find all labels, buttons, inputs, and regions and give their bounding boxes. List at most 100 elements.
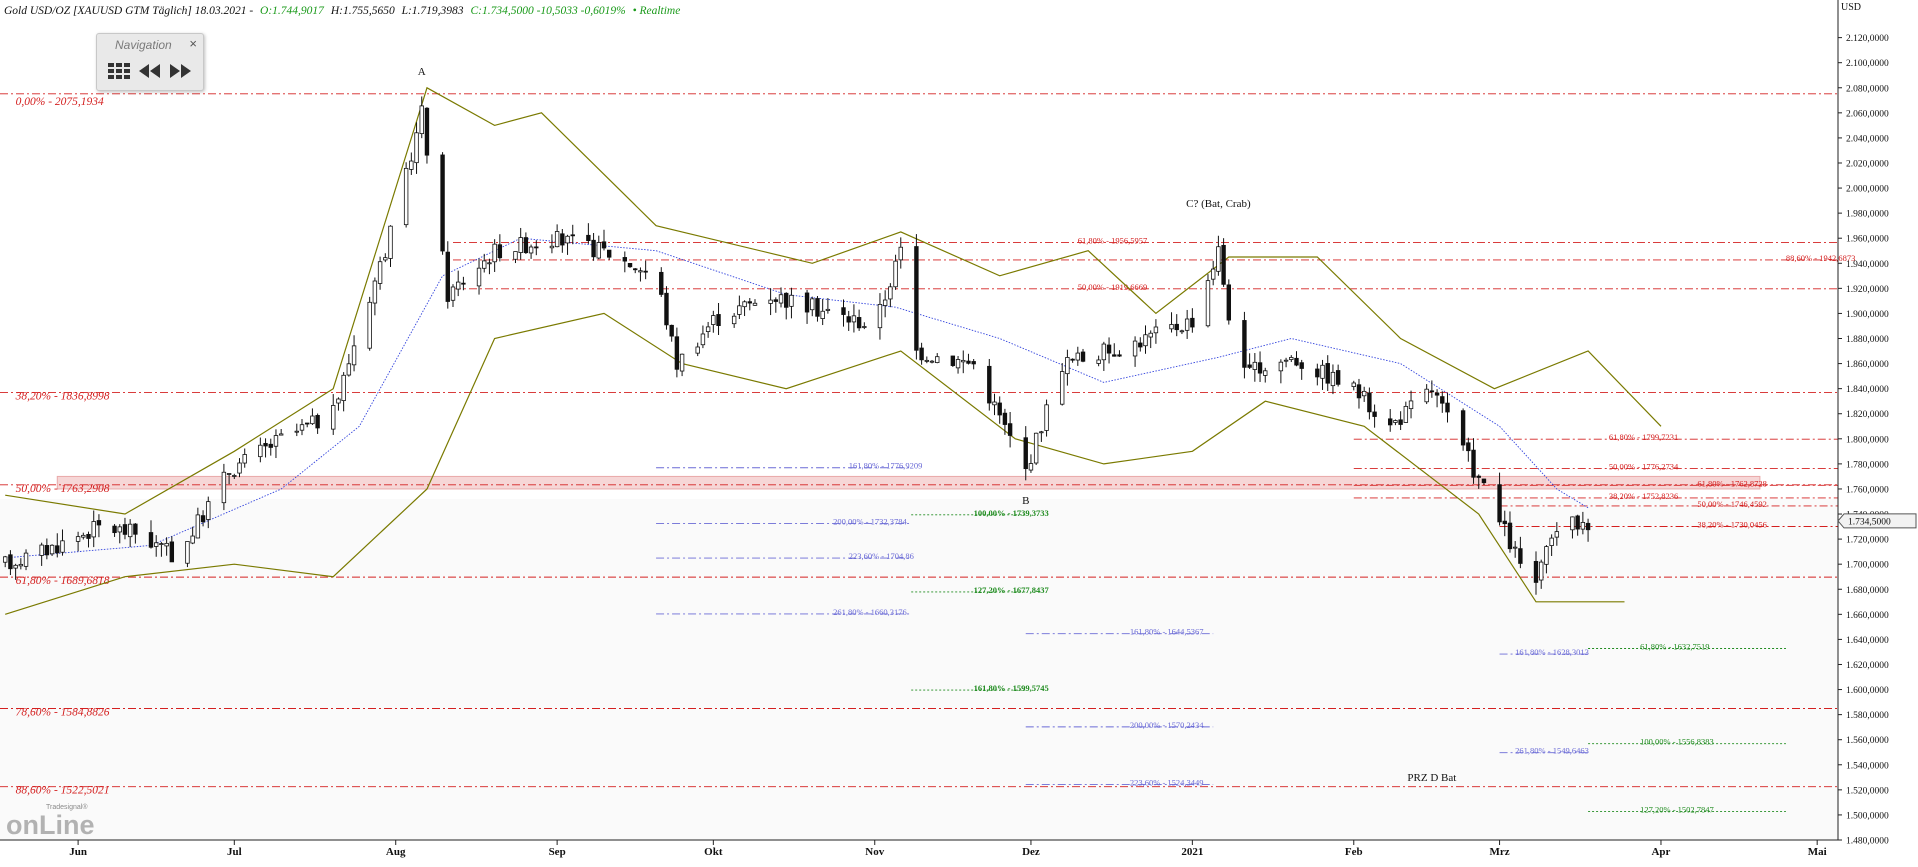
candle-body bbox=[606, 249, 612, 258]
fib-blue-label: 261,80% - 1660,3176 bbox=[833, 607, 907, 617]
candle-body bbox=[674, 336, 680, 370]
candle-body bbox=[1356, 384, 1362, 399]
header-close: C:1.734,5000 -10,5033 -0,6019% bbox=[470, 5, 625, 17]
candle-body bbox=[44, 545, 50, 556]
candle-body bbox=[1153, 326, 1159, 334]
candle-body bbox=[414, 132, 419, 164]
candle-body bbox=[1533, 561, 1539, 583]
candle-body bbox=[1101, 343, 1107, 361]
candle-body bbox=[1570, 516, 1575, 531]
candle-body bbox=[935, 356, 940, 363]
close-icon[interactable]: × bbox=[189, 36, 197, 51]
candle-body bbox=[862, 326, 867, 328]
y-tick-label: 1.620,0000 bbox=[1846, 661, 1889, 671]
x-tick-label: Nov bbox=[865, 846, 884, 858]
candle-body bbox=[1278, 361, 1284, 372]
candle-body bbox=[122, 524, 128, 535]
candle-body bbox=[955, 359, 961, 369]
candle-body bbox=[1445, 402, 1450, 413]
candle-body bbox=[1544, 546, 1549, 565]
candle-body bbox=[372, 280, 378, 304]
candle-body bbox=[825, 308, 831, 311]
candle-body bbox=[815, 298, 820, 317]
candle-body bbox=[1184, 318, 1190, 331]
fib-main-label: 88,60% - 1522,5021 bbox=[16, 785, 110, 797]
candle-body bbox=[39, 544, 44, 556]
candle-body bbox=[924, 359, 930, 362]
candle-body bbox=[773, 299, 779, 302]
candle-body bbox=[351, 345, 357, 366]
candle-body bbox=[258, 444, 263, 458]
candle-body bbox=[523, 237, 529, 254]
x-tick-label: Aug bbox=[386, 846, 406, 858]
candle-body bbox=[841, 307, 846, 315]
fib-red-label: 88,60% - 1942,6873 bbox=[1786, 253, 1855, 263]
candle-body bbox=[1393, 420, 1398, 423]
candle-body bbox=[950, 355, 956, 366]
navigation-panel[interactable]: Navigation × bbox=[96, 33, 204, 91]
candle-body bbox=[23, 552, 29, 567]
candle-body bbox=[716, 314, 721, 327]
candle-body bbox=[409, 160, 414, 170]
y-tick-label: 1.860,0000 bbox=[1846, 360, 1889, 370]
candle-body bbox=[294, 430, 299, 433]
candle-body bbox=[1033, 432, 1039, 464]
candle-body bbox=[1190, 317, 1195, 328]
candle-body bbox=[1039, 431, 1044, 434]
y-tick-label: 1.840,0000 bbox=[1846, 385, 1889, 395]
candle-body bbox=[1096, 359, 1101, 364]
y-tick-label: 1.660,0000 bbox=[1846, 611, 1889, 621]
candle-body bbox=[455, 281, 461, 290]
candle-body bbox=[1080, 351, 1086, 362]
candle-body bbox=[476, 267, 482, 287]
fib-main-label: 78,60% - 1584,8826 bbox=[16, 707, 110, 719]
y-tick-label: 1.580,0000 bbox=[1846, 711, 1889, 721]
y-tick-label: 1.920,0000 bbox=[1846, 285, 1889, 295]
fib-red-label: 50,00% - 1746,4592 bbox=[1697, 499, 1766, 509]
x-tick-label: Apr bbox=[1651, 846, 1670, 858]
lower-shade bbox=[0, 498, 1838, 840]
candle-body bbox=[992, 401, 997, 406]
candle-body bbox=[1242, 320, 1247, 368]
navigation-title: Navigation bbox=[115, 38, 172, 52]
candle-body bbox=[1044, 404, 1049, 431]
y-tick-label: 1.760,0000 bbox=[1846, 485, 1889, 495]
candle-body bbox=[1283, 359, 1289, 362]
y-tick-label: 1.640,0000 bbox=[1846, 636, 1889, 646]
fib-main-label: 38,20% - 1836,8998 bbox=[15, 391, 110, 403]
fast-forward-icon[interactable] bbox=[167, 60, 193, 82]
candle-body bbox=[534, 246, 539, 249]
candle-body bbox=[789, 294, 794, 307]
candle-body bbox=[497, 244, 503, 259]
candle-body bbox=[388, 225, 393, 259]
candle-body bbox=[1070, 358, 1075, 361]
pattern-label: C? (Bat, Crab) bbox=[1186, 198, 1251, 210]
y-axis-unit: USD bbox=[1841, 2, 1861, 13]
candle-body bbox=[60, 540, 65, 553]
candle-body bbox=[403, 167, 409, 226]
candle-body bbox=[1257, 362, 1263, 374]
pattern-label: B bbox=[1022, 495, 1029, 507]
y-tick-label: 1.980,0000 bbox=[1846, 210, 1889, 220]
candle-body bbox=[127, 523, 133, 538]
last-price-label: 1.734,5000 bbox=[1848, 517, 1891, 527]
candle-body bbox=[1252, 361, 1258, 370]
y-tick-label: 2.060,0000 bbox=[1846, 109, 1889, 119]
y-tick-label: 2.000,0000 bbox=[1846, 185, 1889, 195]
candle-body bbox=[195, 514, 201, 539]
candle-body bbox=[310, 415, 315, 425]
grid-icon[interactable] bbox=[107, 60, 131, 82]
pattern-label: PRZ D Bat bbox=[1407, 772, 1456, 784]
fib-blue-label: 161,80% - 1776,9209 bbox=[849, 461, 923, 471]
candle-body bbox=[86, 533, 91, 539]
fib-red-label: 38,20% - 1730,0456 bbox=[1697, 520, 1766, 530]
candle-body bbox=[1408, 400, 1414, 410]
candle-body bbox=[919, 347, 924, 361]
candle-body bbox=[1434, 392, 1440, 396]
candle-body bbox=[299, 424, 305, 431]
candle-body bbox=[987, 365, 992, 404]
candle-body bbox=[221, 471, 227, 504]
rewind-icon[interactable] bbox=[137, 60, 163, 82]
